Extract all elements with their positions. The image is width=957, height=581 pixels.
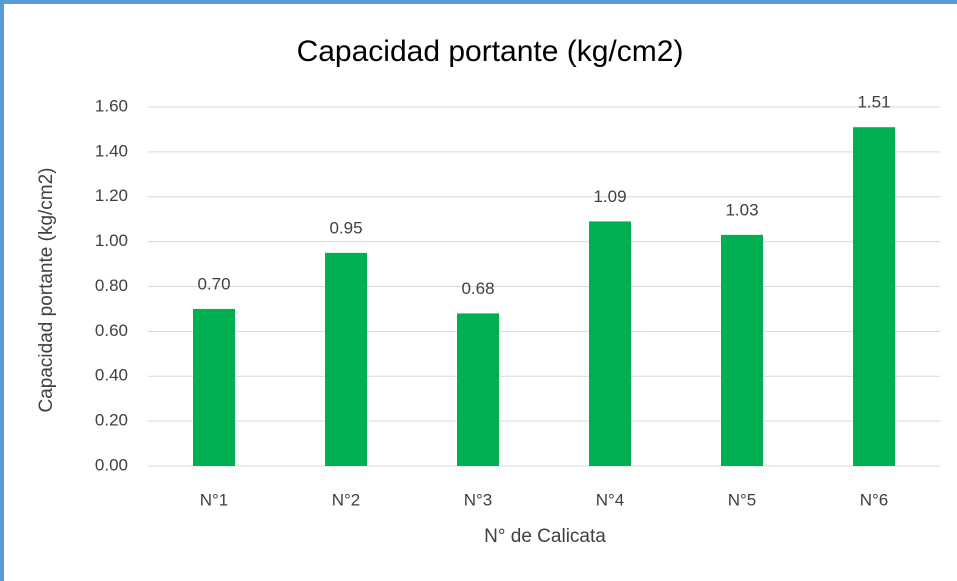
data-label: 0.68: [461, 279, 494, 298]
y-tick-label: 1.20: [95, 186, 128, 205]
y-tick-label: 0.80: [95, 276, 128, 295]
y-tick-label: 1.00: [95, 231, 128, 250]
x-tick-label: N°4: [596, 490, 625, 509]
bar: [853, 127, 895, 466]
x-tick-label: N°3: [464, 490, 493, 509]
y-tick-label: 0.60: [95, 321, 128, 340]
x-tick-label: N°1: [200, 490, 229, 509]
x-tick-label: N°6: [860, 490, 889, 509]
y-tick-label: 0.20: [95, 411, 128, 430]
data-label: 1.51: [857, 93, 890, 112]
y-tick-label: 1.60: [95, 96, 128, 115]
y-tick-label: 1.40: [95, 141, 128, 160]
bar: [721, 234, 763, 466]
data-label: 0.95: [329, 218, 362, 237]
data-label: 1.09: [593, 187, 626, 206]
x-axis-label: N° de Calicata: [484, 526, 606, 547]
y-tick-label: 0.40: [95, 366, 128, 385]
bar: [325, 252, 367, 466]
x-tick-label: N°5: [728, 490, 757, 509]
y-tick-label: 0.00: [95, 455, 128, 474]
bar: [193, 308, 235, 466]
chart-title: Capacidad portante (kg/cm2): [297, 35, 684, 68]
data-label: 0.70: [197, 274, 230, 293]
bar: [589, 221, 631, 466]
data-label: 1.03: [725, 200, 758, 219]
y-axis-label: Capacidad portante (kg/cm2): [36, 167, 57, 412]
bar: [457, 313, 499, 466]
x-tick-label: N°2: [332, 490, 361, 509]
